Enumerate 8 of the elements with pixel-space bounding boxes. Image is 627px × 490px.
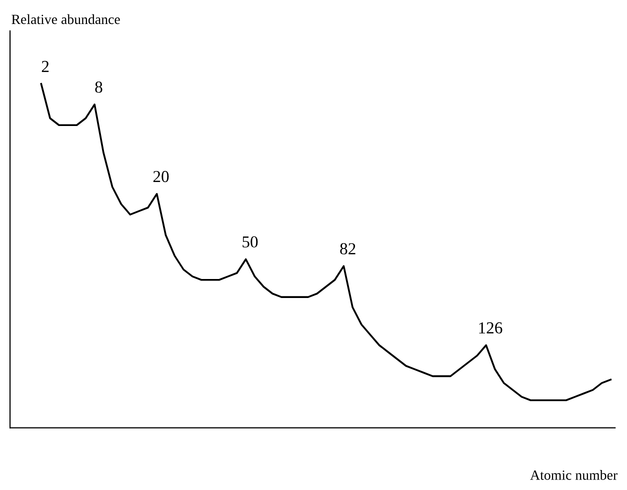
annotation: 82 xyxy=(340,243,356,254)
annotation: 126 xyxy=(479,322,502,334)
annotation: 8 xyxy=(95,82,102,93)
annotation: 50 xyxy=(242,236,258,248)
annotation: 20 xyxy=(153,170,169,182)
y-axis-title: Relative abundance xyxy=(12,14,120,24)
annotation: 2 xyxy=(42,60,49,72)
x-axis-title: Atomic number xyxy=(530,470,618,480)
